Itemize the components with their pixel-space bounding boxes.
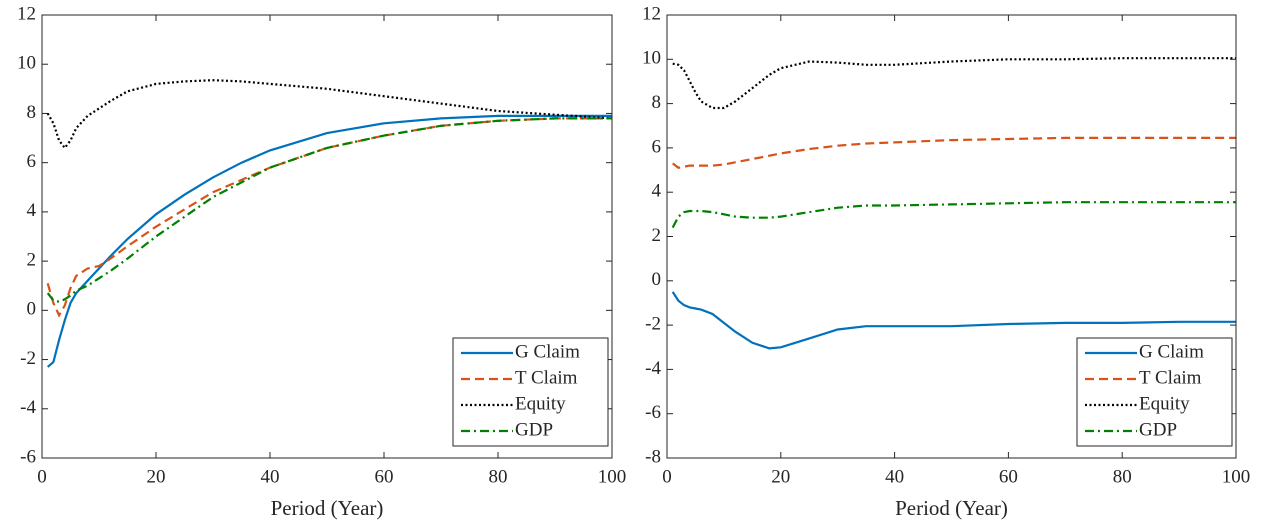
x-tick-label: 0 <box>662 466 672 487</box>
series-line <box>672 136 1236 169</box>
y-tick-label: -2 <box>645 313 661 334</box>
series-line <box>46 117 612 318</box>
y-tick-label: -2 <box>20 348 36 369</box>
y-tick-label: 8 <box>652 92 662 113</box>
x-tick-label: 20 <box>771 466 790 487</box>
x-tick-label: 80 <box>1113 466 1132 487</box>
series-line <box>671 291 1236 350</box>
legend-label: T Claim <box>515 367 578 388</box>
y-tick-label: 0 <box>27 299 37 320</box>
legend-label: GDP <box>1139 419 1177 440</box>
x-axis-label: Period (Year) <box>271 496 384 520</box>
x-tick-label: 40 <box>261 466 280 487</box>
y-tick-label: -8 <box>645 446 661 467</box>
legend-label: Equity <box>515 393 566 414</box>
series-line <box>672 57 1236 110</box>
x-tick-label: 60 <box>375 466 394 487</box>
y-tick-label: -4 <box>645 358 661 379</box>
x-tick-label: 60 <box>999 466 1018 487</box>
y-tick-label: 12 <box>17 3 36 24</box>
y-tick-label: 0 <box>652 269 662 290</box>
y-tick-label: 10 <box>17 53 36 74</box>
legend-box <box>1076 337 1233 447</box>
y-tick-label: 4 <box>27 200 37 221</box>
x-tick-label: 80 <box>489 466 508 487</box>
y-tick-label: -4 <box>20 397 36 418</box>
y-tick-label: 10 <box>642 48 661 69</box>
x-tick-label: 100 <box>1222 466 1251 487</box>
axes-frame <box>666 14 1237 459</box>
y-tick-label: 2 <box>27 249 37 270</box>
series-line <box>46 114 612 368</box>
axes-frame <box>41 14 613 459</box>
y-tick-label: -6 <box>645 402 661 423</box>
legend-box <box>452 337 609 447</box>
x-tick-label: 100 <box>598 466 627 487</box>
legend-label: G Claim <box>515 341 580 362</box>
y-tick-label: 12 <box>642 3 661 24</box>
series-line <box>46 79 613 150</box>
x-tick-label: 40 <box>885 466 904 487</box>
x-tick-label: 20 <box>147 466 166 487</box>
legend-label: T Claim <box>1139 367 1202 388</box>
legend-label: Equity <box>1139 393 1190 414</box>
x-tick-label: 0 <box>37 466 47 487</box>
legend-label: GDP <box>515 419 553 440</box>
y-tick-label: -6 <box>20 446 36 467</box>
x-axis-label: Period (Year) <box>895 496 1008 520</box>
y-tick-label: 6 <box>27 151 37 172</box>
series-line <box>46 117 612 303</box>
y-tick-label: 4 <box>652 181 662 202</box>
y-tick-label: 2 <box>652 225 662 246</box>
legend-label: G Claim <box>1139 341 1204 362</box>
y-tick-label: 6 <box>652 136 662 157</box>
y-tick-label: 8 <box>27 102 37 123</box>
